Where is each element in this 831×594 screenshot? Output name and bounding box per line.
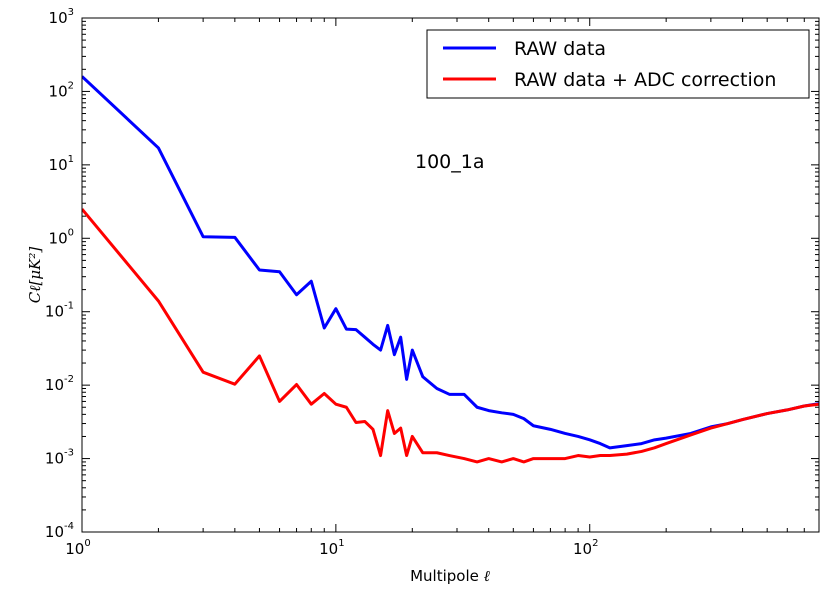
x-tick-label: 102	[573, 538, 598, 558]
series-line-1	[82, 208, 819, 464]
legend-label-raw: RAW data	[514, 38, 606, 60]
x-axis-label: Multipole ℓ	[410, 567, 490, 585]
annotation-label: 100_1a	[415, 151, 485, 173]
series-layer	[82, 75, 819, 464]
plot-frame	[81, 17, 820, 533]
plot-area	[82, 18, 819, 532]
y-tick-label: 102	[49, 80, 74, 100]
y-tick-label: 10-3	[45, 448, 74, 468]
legend: RAW data RAW data + ADC correction	[426, 29, 810, 99]
y-tick-label: 10-1	[45, 301, 74, 321]
y-axis-label: Cℓ[μK²]	[26, 247, 44, 304]
y-tick-label: 103	[49, 7, 74, 27]
legend-label-adc: RAW data + ADC correction	[514, 69, 776, 91]
y-tick-label: 100	[49, 227, 74, 247]
series-line-0	[82, 75, 819, 450]
y-tick-label: 101	[49, 154, 74, 174]
x-tick-label: 100	[65, 538, 90, 558]
y-tick-label: 10-4	[45, 521, 74, 541]
tick-layer: 100 101 102 10-4 10-3 10-2 10-1 100 101 102 103	[45, 7, 820, 558]
y-tick-label: 10-2	[45, 374, 74, 394]
legend-box	[426, 29, 810, 99]
x-tick-label: 101	[319, 538, 344, 558]
